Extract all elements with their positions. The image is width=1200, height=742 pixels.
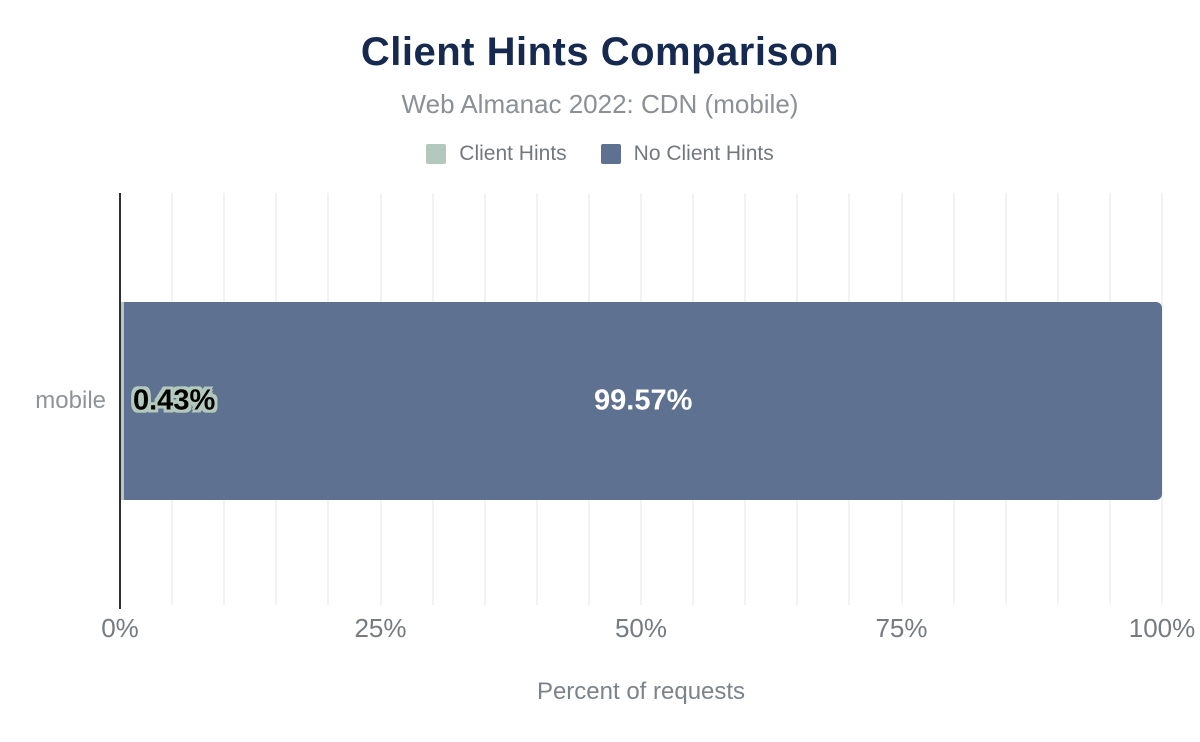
x-tick-labels: 0% 25% 50% 75% 100% xyxy=(101,613,1195,643)
bar-row-mobile xyxy=(120,302,1162,500)
plot-area: 0.43% 99.57% xyxy=(120,193,1163,605)
chart-title: Client Hints Comparison xyxy=(360,30,840,74)
x-axis-title: Percent of requests xyxy=(536,678,746,705)
gridline xyxy=(1161,193,1163,605)
legend-swatch-client-hints-icon xyxy=(426,144,447,164)
bar-segment-no-client-hints[interactable] xyxy=(124,302,1162,500)
bar-segment-client-hints[interactable] xyxy=(120,302,125,500)
chart-subtitle: Web Almanac 2022: CDN (mobile) xyxy=(401,89,799,119)
x-tick-label: 75% xyxy=(875,613,928,643)
x-tick-label: 50% xyxy=(614,613,668,643)
x-tick-label: 25% xyxy=(354,613,407,643)
legend-item-client-hints[interactable]: Client Hints xyxy=(426,142,567,166)
x-tick-label: 100% xyxy=(1128,613,1196,643)
legend: Client Hints No Client Hints xyxy=(0,142,1200,166)
legend-label-no-client-hints: No Client Hints xyxy=(633,142,774,165)
y-axis-line xyxy=(119,193,121,609)
legend-label-client-hints: Client Hints xyxy=(459,142,567,165)
legend-item-no-client-hints[interactable]: No Client Hints xyxy=(600,142,774,166)
category-label-mobile: mobile xyxy=(35,387,106,414)
x-tick-label: 0% xyxy=(101,613,139,643)
legend-swatch-no-client-hints-icon xyxy=(600,144,621,164)
